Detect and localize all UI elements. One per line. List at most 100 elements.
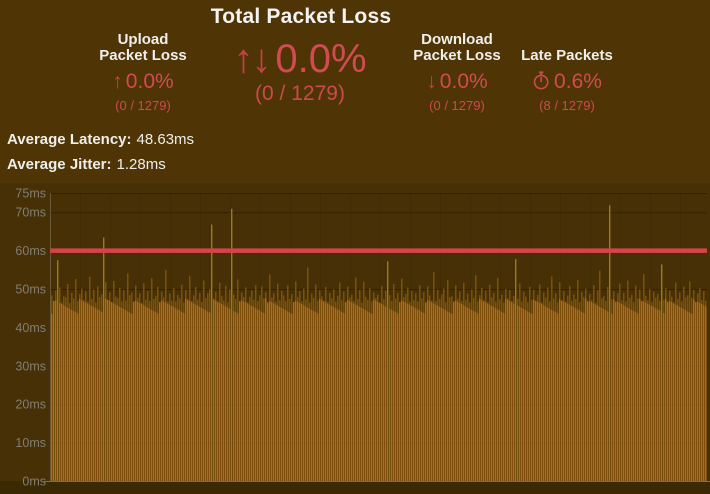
latency-bar	[341, 311, 343, 481]
latency-bar	[631, 309, 633, 481]
latency-bar-tip	[115, 296, 117, 305]
latency-bar-tip	[683, 286, 685, 309]
latency-bar	[533, 299, 535, 481]
latency-bar	[379, 302, 381, 481]
latency-bar	[437, 305, 439, 481]
latency-bar-tip	[171, 300, 173, 306]
latency-bar-tip	[693, 289, 695, 300]
latency-bar-tip	[337, 295, 339, 310]
latency-bar	[549, 308, 551, 481]
latency-bar	[239, 301, 241, 481]
latency-bar-tip	[333, 289, 335, 308]
latency-bar	[259, 310, 261, 481]
latency-bar	[385, 306, 387, 481]
latency-bar	[497, 309, 499, 481]
latency-bar	[117, 305, 119, 481]
latency-bar-tip	[477, 301, 479, 314]
latency-bar-tip	[483, 300, 485, 302]
latency-bar	[579, 310, 581, 481]
latency-bar	[223, 305, 225, 481]
latency-bar-tip	[363, 281, 365, 309]
latency-bar	[283, 308, 285, 481]
latency-bar-tip	[553, 298, 555, 311]
latency-bar	[363, 308, 365, 481]
latency-bar-tip	[655, 297, 657, 309]
latency-bar-tip	[141, 302, 143, 304]
latency-bar-tip	[139, 293, 141, 303]
latency-bar	[687, 311, 689, 481]
latency-bar	[595, 304, 597, 481]
latency-bar	[479, 298, 481, 481]
latency-bar	[83, 301, 85, 481]
latency-bar	[247, 303, 249, 481]
latency-bar	[481, 300, 483, 481]
latency-bar-tip	[699, 288, 701, 303]
latency-bar	[667, 301, 669, 481]
latency-bar	[201, 307, 203, 481]
latency-bar-tip	[113, 280, 115, 304]
latency-bar	[297, 301, 299, 481]
latency-bar-tip	[383, 299, 385, 306]
latency-bar	[681, 307, 683, 481]
latency-bar-tip	[121, 301, 123, 308]
latency-bar	[705, 306, 707, 481]
latency-bar-tip	[257, 300, 259, 310]
latency-bar-tip	[401, 278, 403, 301]
latency-bar	[423, 312, 425, 481]
latency-bar-tip	[701, 300, 703, 304]
latency-bar-tip	[633, 302, 635, 311]
latency-bar-tip	[341, 300, 343, 312]
latency-bar	[217, 301, 219, 481]
latency-bar-tip	[109, 292, 111, 301]
latency-bar	[527, 311, 529, 481]
latency-bar-tip	[645, 295, 647, 303]
latency-bar-tip	[653, 291, 655, 308]
latency-bar	[447, 311, 449, 481]
latency-bar-tip	[205, 297, 207, 311]
latency-bar-tip	[321, 296, 323, 301]
latency-bar-tip	[603, 296, 605, 309]
latency-bar-tip	[367, 299, 369, 312]
late-packets-count: (8 / 1279)	[539, 98, 595, 113]
latency-bar-tip	[369, 288, 371, 313]
latency-bar-tip	[581, 292, 583, 312]
upload-packet-loss-label: Upload Packet Loss	[99, 31, 187, 64]
latency-bar-tip	[487, 302, 489, 304]
latency-bar-tip	[153, 298, 155, 311]
latency-bar	[399, 302, 401, 481]
latency-bar-tip	[97, 286, 99, 310]
total-packet-count: (0 / 1279)	[255, 82, 345, 105]
late-packet-bar	[57, 260, 59, 481]
latency-bar	[445, 310, 447, 481]
latency-bar	[629, 308, 631, 481]
latency-bar	[359, 306, 361, 481]
late-packet-bar	[387, 261, 389, 481]
y-axis-tick-label: 30ms	[15, 359, 46, 373]
latency-bar	[183, 312, 185, 481]
latency-bar	[191, 302, 193, 481]
latency-bar-tip	[395, 298, 397, 313]
latency-bar	[173, 307, 175, 481]
latency-bar	[139, 302, 141, 481]
latency-bar-tip	[471, 289, 473, 310]
latency-bar-tip	[591, 299, 593, 303]
latency-bar-tip	[597, 290, 599, 306]
latency-bar	[199, 306, 201, 481]
latency-bar-tip	[285, 301, 287, 311]
latency-bar	[365, 310, 367, 481]
latency-bar	[347, 299, 349, 481]
latency-bar	[691, 313, 693, 481]
latency-bar-tip	[355, 277, 357, 305]
latency-bar-tip	[219, 282, 221, 303]
latency-bar-tip	[385, 290, 387, 307]
latency-bar-tip	[495, 301, 497, 309]
latency-bar	[421, 311, 423, 481]
latency-bar-tip	[65, 297, 67, 307]
y-axis-tick-label: 50ms	[15, 283, 46, 297]
latency-bar-tip	[599, 270, 601, 307]
latency-bar	[597, 305, 599, 481]
latency-bar-tip	[455, 285, 457, 301]
latency-bar-tip	[149, 300, 151, 309]
latency-bar	[651, 305, 653, 481]
y-axis-tick-label: 70ms	[15, 206, 46, 220]
